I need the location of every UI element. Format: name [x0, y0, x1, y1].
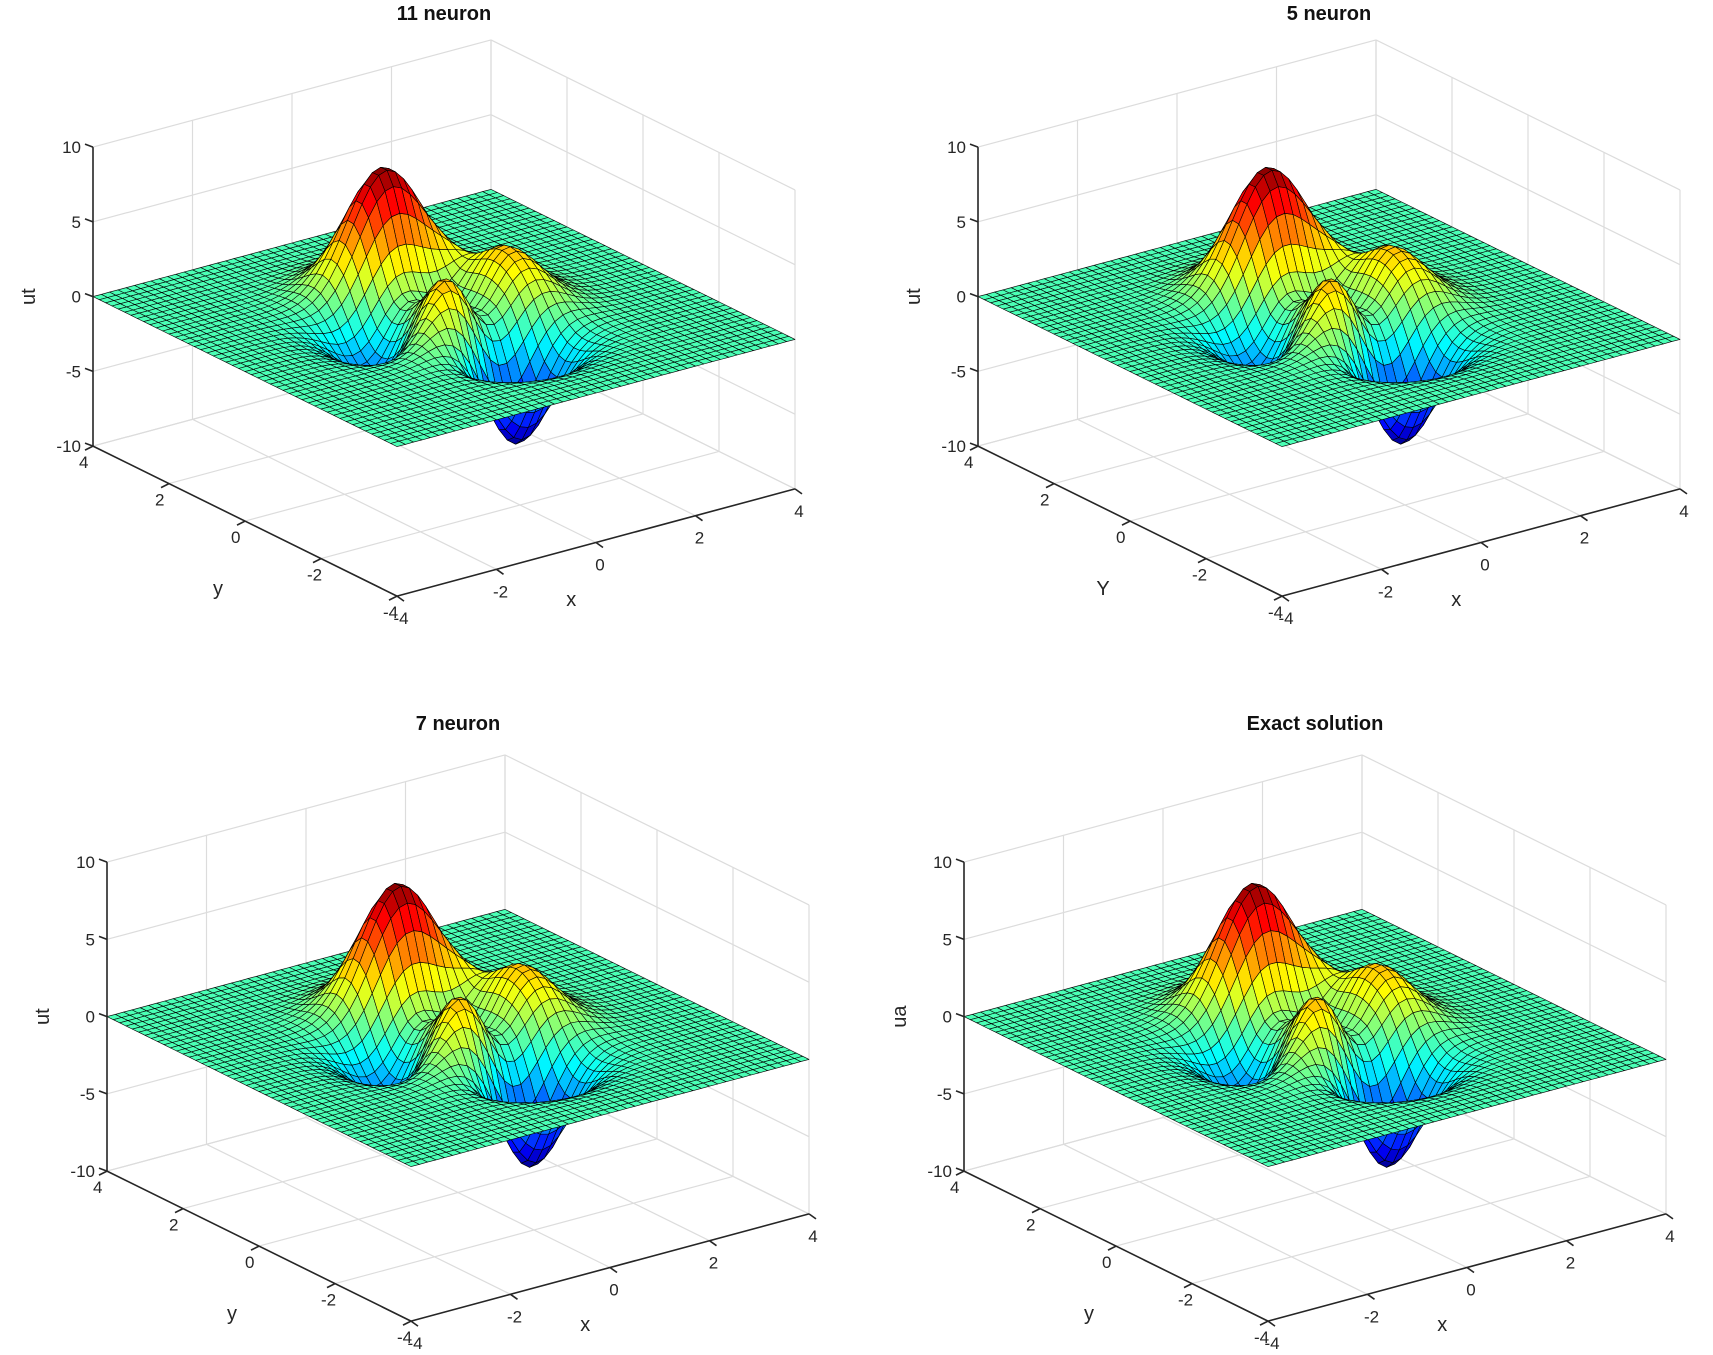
y-tick-mark — [1121, 520, 1131, 526]
z-tick-label: 0 — [72, 288, 81, 307]
y-tick-label: 4 — [964, 453, 973, 472]
x-tick-mark — [1281, 595, 1290, 602]
x-tick-label: 2 — [695, 529, 704, 548]
x-tick-label: -2 — [1378, 582, 1393, 601]
x-tick-mark — [396, 595, 405, 602]
x-tick-mark — [794, 488, 803, 495]
floor-gridline-y — [258, 1138, 658, 1247]
x-tick-label: -4 — [1278, 609, 1293, 628]
z-tick-mark — [84, 367, 94, 373]
y-tick-label: 4 — [79, 453, 88, 472]
plot-title: 7 neuron — [416, 713, 500, 735]
floor-gridline-y — [334, 1175, 734, 1285]
y-tick-mark — [1045, 482, 1055, 489]
x-tick-mark — [1381, 568, 1389, 575]
y-tick-mark — [1273, 595, 1283, 601]
z-axis-label: ut — [903, 288, 925, 305]
y-tick-label: 2 — [155, 491, 164, 510]
plot-title: 5 neuron — [1287, 3, 1371, 25]
x-tick-mark — [496, 568, 504, 575]
backwall-gridline-z — [92, 114, 492, 223]
y-tick-mark — [388, 595, 398, 601]
floor-gridline-y — [320, 450, 720, 560]
x-tick-label: -2 — [493, 582, 508, 601]
floor-gridline-y — [244, 413, 644, 522]
z-tick-label: 10 — [62, 138, 81, 157]
surface — [106, 882, 810, 1168]
z-axis-label: ut — [18, 288, 40, 305]
x-tick-label: 0 — [595, 556, 604, 575]
z-tick-mark — [969, 367, 979, 373]
z-tick-label: 10 — [947, 138, 966, 157]
x-tick-label: 4 — [794, 502, 803, 521]
z-tick-mark — [969, 143, 979, 148]
y-tick-label: -2 — [307, 566, 322, 585]
z-tick-mark — [969, 218, 979, 223]
y-tick-mark — [84, 445, 94, 451]
x-axis-label: x — [566, 589, 576, 611]
x-tick-label: -4 — [393, 609, 408, 628]
z-tick-label: 5 — [957, 213, 966, 232]
y-axis-label: Y — [1096, 578, 1109, 600]
z-tick-mark — [84, 143, 94, 148]
sidewall-gridline-z — [490, 39, 796, 191]
x-tick-mark — [1580, 515, 1588, 522]
x-tick-mark — [1679, 488, 1688, 495]
surface — [92, 167, 796, 447]
y-tick-mark — [160, 482, 170, 489]
z-tick-label: -10 — [56, 437, 81, 456]
y-tick-label: 0 — [231, 528, 240, 547]
plot-title: 11 neuron — [397, 3, 491, 25]
y-axis-label: y — [213, 578, 223, 600]
z-tick-label: -10 — [941, 437, 966, 456]
z-tick-mark — [84, 218, 94, 223]
y-tick-mark — [236, 520, 246, 526]
surface — [977, 167, 1681, 447]
z-tick-mark — [84, 442, 94, 447]
x-tick-label: 0 — [1480, 556, 1489, 575]
z-tick-label: -5 — [951, 362, 966, 381]
x-tick-mark — [695, 515, 703, 522]
floor-gridline-y — [1205, 450, 1605, 560]
x-tick-mark — [595, 541, 604, 549]
z-tick-label: 5 — [72, 213, 81, 232]
y-tick-mark — [969, 445, 979, 451]
sidewall-gridline-z — [490, 114, 796, 266]
backwall-gridline-z — [92, 39, 492, 148]
y-tick-label: 2 — [1040, 491, 1049, 510]
y-tick-label: 0 — [1116, 528, 1125, 547]
x-axis-label: x — [1451, 589, 1461, 611]
z-tick-mark — [969, 442, 979, 447]
x-tick-mark — [1480, 541, 1489, 549]
y-tick-mark — [312, 557, 322, 564]
y-tick-mark — [1197, 557, 1207, 564]
x-tick-label: 2 — [1580, 529, 1589, 548]
y-tick-label: -2 — [1192, 566, 1207, 585]
z-tick-mark — [969, 292, 979, 298]
z-tick-mark — [84, 292, 94, 298]
x-tick-label: 4 — [1679, 502, 1688, 521]
z-tick-label: -5 — [66, 362, 81, 381]
z-tick-label: 0 — [957, 288, 966, 307]
